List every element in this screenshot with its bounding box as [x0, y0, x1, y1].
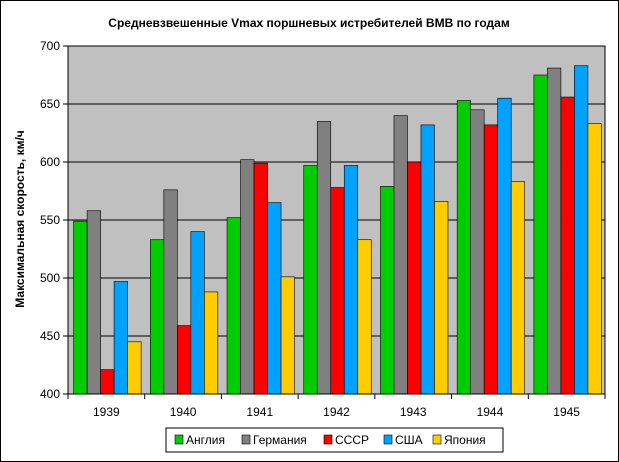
legend: Англия Германия СССР США Япония: [165, 427, 504, 453]
chart-title: Средневзвешенные Vmax поршневых истребит…: [108, 16, 510, 30]
bar: [587, 123, 602, 395]
bar: [407, 161, 422, 395]
plot-area: 400 450 500 550 600 650 700 1939 1940 1941 1942 194…: [40, 39, 606, 419]
y-tick-label: 600: [40, 155, 60, 169]
bar: [226, 217, 241, 395]
y-tick-label: 500: [40, 271, 60, 285]
x-tick-label: 1943: [400, 405, 427, 419]
bar: [483, 124, 498, 395]
bar: [547, 67, 562, 395]
bar: [420, 124, 435, 395]
legend-label: США: [395, 433, 423, 447]
bar: [470, 109, 485, 395]
bar: [393, 115, 408, 395]
bar: [267, 202, 282, 395]
bar: [73, 220, 88, 395]
legend-swatch: [323, 434, 333, 445]
y-tick-label: 550: [40, 213, 60, 227]
x-tick-label: 1940: [170, 405, 197, 419]
bar: [280, 276, 295, 395]
bar: [127, 341, 142, 395]
y-tick-label: 650: [40, 97, 60, 111]
legend-swatch: [432, 434, 442, 445]
y-tick-label: 450: [40, 329, 60, 343]
x-tick-label: 1939: [93, 405, 120, 419]
legend-label: Германия: [253, 433, 307, 447]
legend-box: [165, 427, 504, 453]
legend-label: СССР: [335, 433, 369, 447]
bar: [100, 369, 115, 395]
legend-swatch: [383, 434, 393, 445]
y-tick-label: 700: [40, 39, 60, 53]
y-tick-label: 400: [40, 387, 60, 401]
bar: [510, 181, 525, 395]
bar: [533, 74, 548, 395]
bar: [316, 121, 332, 395]
bar: [150, 239, 165, 395]
bar: [343, 165, 359, 395]
bar: [303, 165, 318, 395]
legend-label: Англия: [186, 433, 225, 447]
bar: [177, 325, 192, 395]
legend-label: Япония: [444, 433, 486, 447]
bar: [380, 186, 395, 395]
x-tick-label: 1945: [553, 405, 580, 419]
y-axis-label: Максимальная скорость, км/ч: [13, 130, 27, 308]
x-tick-label: 1941: [246, 405, 273, 419]
bar: [190, 231, 205, 395]
x-tick-label: 1944: [477, 405, 504, 419]
bar: [163, 189, 178, 395]
legend-swatch: [174, 434, 184, 445]
bar: [330, 187, 345, 395]
legend-swatch: [241, 434, 251, 445]
bar: [560, 96, 575, 395]
bar: [574, 65, 589, 395]
bar: [113, 281, 128, 395]
bar: [434, 201, 449, 395]
x-tick-label: 1942: [323, 405, 350, 419]
bar: [86, 210, 101, 395]
bar: [357, 239, 372, 395]
plot-border: [67, 45, 606, 395]
bar: [253, 162, 268, 395]
bar: [204, 291, 219, 395]
bar: [240, 159, 255, 395]
bar: [497, 97, 512, 395]
bar: [456, 100, 471, 395]
